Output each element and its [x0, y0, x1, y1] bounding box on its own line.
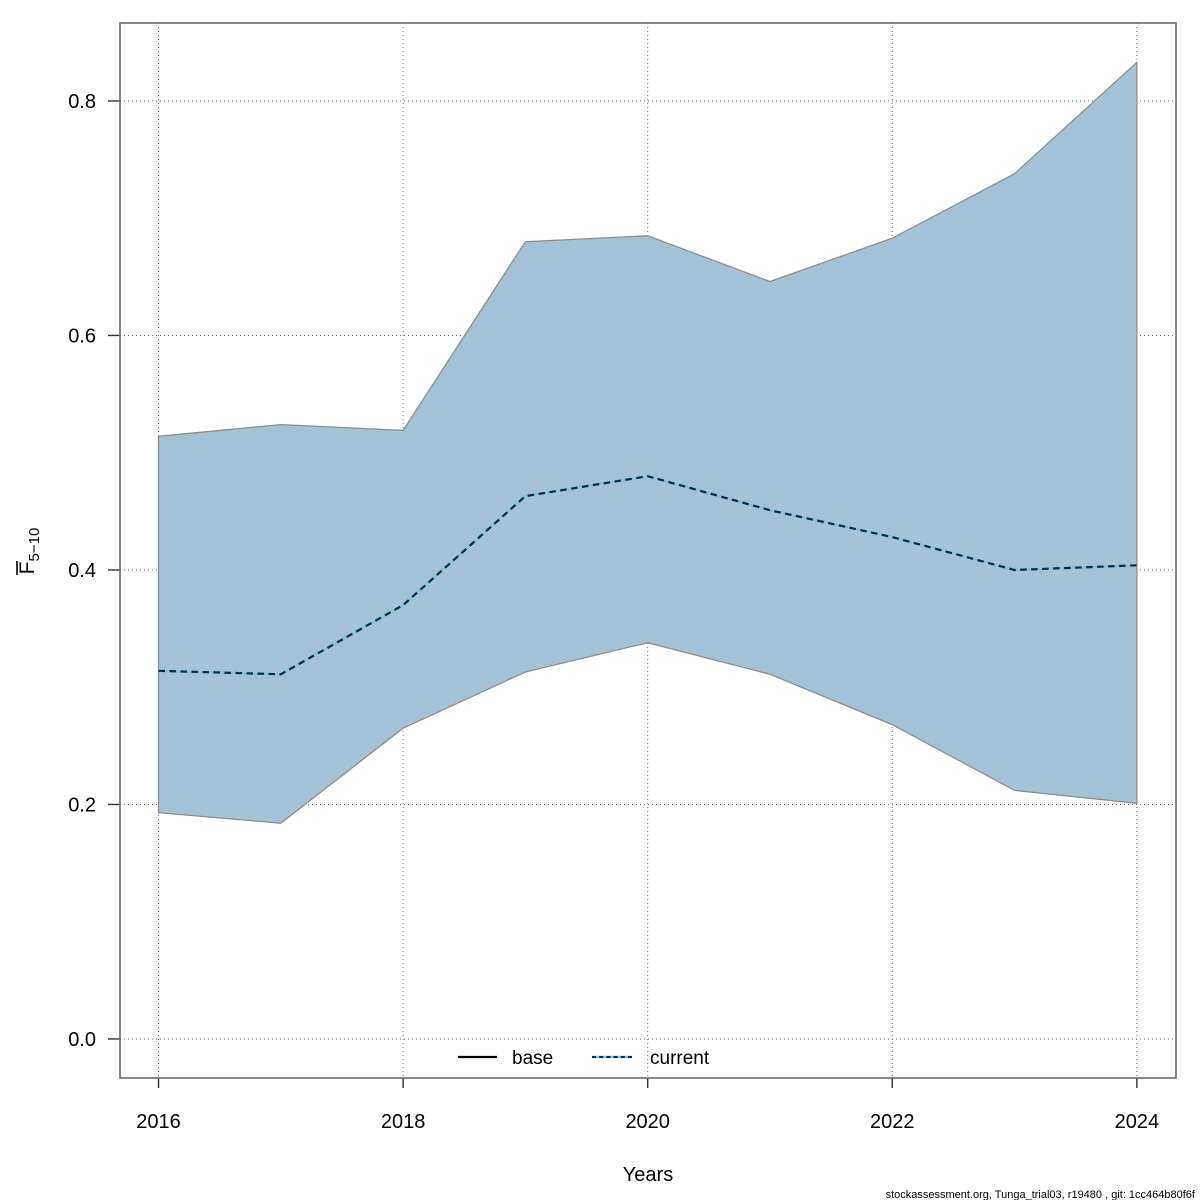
- legend-base-label: base: [512, 1048, 553, 1069]
- legend: base current: [458, 1048, 710, 1069]
- y-axis-label-main: F: [16, 561, 39, 574]
- y-tick-label: 0.2: [68, 794, 96, 816]
- x-tick-label: 2016: [136, 1111, 181, 1133]
- legend-current-label: current: [650, 1048, 710, 1069]
- x-axis-label: Years: [623, 1164, 673, 1186]
- x-tick-label: 2018: [381, 1111, 426, 1133]
- x-tick-label: 2024: [1115, 1111, 1160, 1133]
- y-axis: 0.0 0.2 0.4 0.6 0.8: [68, 91, 120, 1051]
- y-axis-label: F5−10: [16, 528, 43, 575]
- current-line: [158, 475, 1137, 676]
- y-tick-label: 0.4: [68, 560, 96, 582]
- y-tick-label: 0.8: [68, 91, 96, 113]
- x-axis: 2016 2018 2020 2022 2024: [136, 1078, 1159, 1133]
- footer-attribution: stockassessment.org, Tunga_trial03, r194…: [886, 1189, 1196, 1200]
- confidence-band: [157, 60, 1138, 824]
- y-tick-label: 0.0: [68, 1029, 96, 1051]
- y-tick-label: 0.6: [68, 325, 96, 347]
- x-tick-label: 2022: [870, 1111, 915, 1133]
- y-axis-label-subscript: 5−10: [26, 528, 43, 562]
- svg-text:F5−10: F5−10: [16, 528, 43, 575]
- x-tick-label: 2020: [625, 1111, 670, 1133]
- plot-border: [119, 22, 1177, 1079]
